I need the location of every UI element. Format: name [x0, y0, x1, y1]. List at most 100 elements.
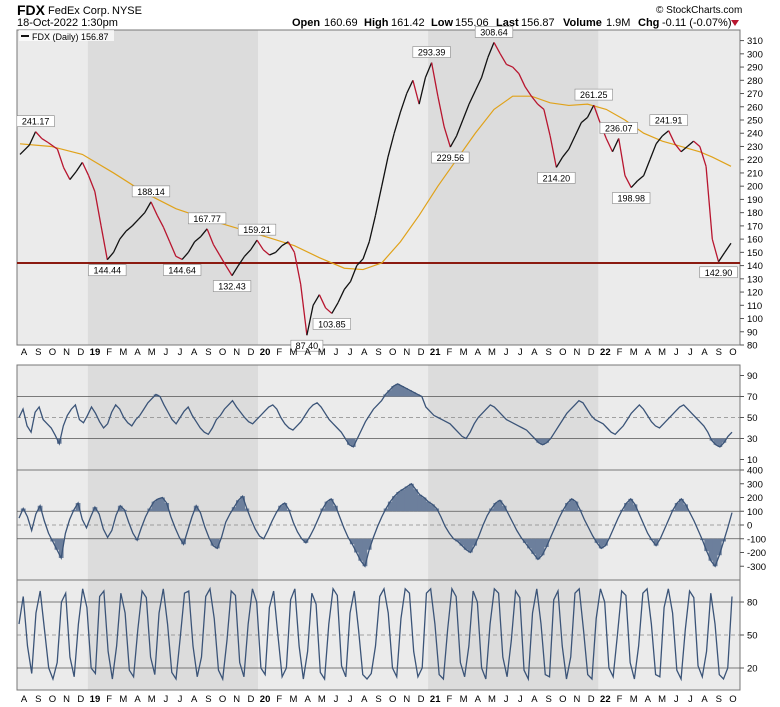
year-shade [87, 30, 258, 345]
annotation-box [290, 339, 324, 352]
x-tick-label: A [645, 694, 652, 705]
price-segment [194, 235, 202, 243]
price-segment [562, 148, 570, 158]
chart-date: 18-Oct-2022 1:30pm [17, 17, 118, 29]
price-segment [437, 96, 445, 127]
x-tick-label: M [658, 694, 666, 705]
y-tick-label: -300 [747, 562, 766, 573]
price-segment [69, 171, 77, 180]
price-segment [312, 294, 320, 306]
x-tick-label: O [49, 694, 56, 705]
price-segment [555, 156, 564, 168]
x-tick-label: M [460, 694, 468, 705]
y-tick-label: 90 [747, 327, 758, 338]
y-tick-label: 200 [747, 493, 763, 504]
high-label: High [364, 17, 389, 29]
price-segment [543, 109, 551, 137]
price-segment [41, 137, 49, 144]
y-tick-label: 100 [747, 314, 763, 325]
y-tick-label: 80 [747, 341, 758, 352]
x-tick-label: N [574, 694, 581, 705]
x-tick-label: 21 [430, 347, 441, 358]
x-tick-label: N [574, 347, 581, 358]
annotation-box [431, 151, 470, 164]
annotation-box [88, 264, 127, 277]
x-tick-label: J [348, 347, 353, 358]
x-tick-label: O [389, 694, 396, 705]
price-segment [493, 42, 501, 55]
price-segment [56, 148, 65, 168]
price-annotation: 261.25 [580, 90, 608, 100]
high-value: 161.42 [391, 17, 425, 29]
x-tick-label: O [559, 694, 566, 705]
x-tick-label: M [460, 347, 468, 358]
x-tick-label: D [247, 347, 254, 358]
annotation-box [574, 88, 613, 101]
y-tick-label: 110 [747, 301, 762, 312]
price-segment [624, 175, 632, 188]
x-tick-label: M [318, 347, 326, 358]
price-segment [349, 265, 358, 282]
annotation-box [537, 172, 576, 184]
y-tick-label: 300 [747, 479, 763, 490]
x-tick-label: F [446, 694, 452, 705]
price-segment [106, 251, 115, 261]
open-label: Open [292, 17, 320, 29]
price-segment [412, 80, 420, 105]
price-segment [169, 241, 177, 257]
x-tick-label: J [518, 347, 523, 358]
x-axis-top: A S O N D 19 F M A M J J A S O N D 20 F M A M J J A S O N D 21 F M A M J J A… [21, 347, 737, 358]
y-tick-label: 210 [747, 168, 763, 179]
price-segment [724, 242, 732, 253]
y-tick-label: 10 [747, 455, 758, 466]
price-segment [119, 230, 127, 240]
x-tick-label: A [21, 694, 28, 705]
x-tick-label: J [674, 694, 679, 705]
price-segment [443, 126, 451, 148]
x-tick-label: M [289, 347, 297, 358]
indicator-panel-1: 10 30 50 70 90 [16, 364, 758, 471]
price-segment [306, 305, 314, 336]
y-tick-label: 160 [747, 235, 763, 246]
price-segment [406, 80, 414, 94]
y-tick-label: 250 [747, 116, 763, 127]
x-tick-label: D [77, 694, 84, 705]
price-segment [537, 103, 545, 110]
price-panel: 80 90 100 110 120 130 140 150 160 170 180 190 200 210… [16, 26, 763, 352]
x-tick-label: 22 [600, 347, 611, 358]
last-label: Last [496, 17, 519, 29]
price-segment [374, 186, 383, 216]
price-annotation: 241.17 [22, 117, 50, 127]
price-segment [568, 135, 576, 150]
price-annotation: 144.64 [168, 265, 196, 275]
x-tick-label: 19 [90, 347, 101, 358]
low-label: Low [431, 17, 453, 29]
x-tick-label: A [475, 347, 482, 358]
price-segment [593, 104, 601, 123]
price-segment [649, 143, 657, 160]
price-segment [686, 140, 694, 147]
annotation-box [16, 115, 55, 127]
volume-value: 1.9M [606, 17, 630, 29]
x-tick-label: M [148, 347, 156, 358]
price-segment [699, 146, 707, 167]
x-tick-label: J [348, 694, 353, 705]
price-segment [455, 119, 464, 137]
x-tick-label: A [304, 694, 311, 705]
price-segment [175, 255, 183, 261]
price-annotation: 293.39 [418, 48, 446, 58]
x-tick-label: S [545, 694, 551, 705]
x-tick-label: M [318, 694, 326, 705]
x-tick-label: N [63, 694, 70, 705]
price-segment [480, 57, 489, 78]
price-segment [28, 131, 37, 146]
y-tick-label: 130 [747, 274, 763, 285]
price-segment [387, 133, 395, 158]
price-segment [674, 143, 682, 153]
price-annotation: 308.64 [480, 27, 508, 37]
x-tick-label: N [233, 694, 240, 705]
price-segment [100, 225, 108, 260]
x-tick-label: M [148, 694, 156, 705]
price-segment [150, 201, 158, 216]
